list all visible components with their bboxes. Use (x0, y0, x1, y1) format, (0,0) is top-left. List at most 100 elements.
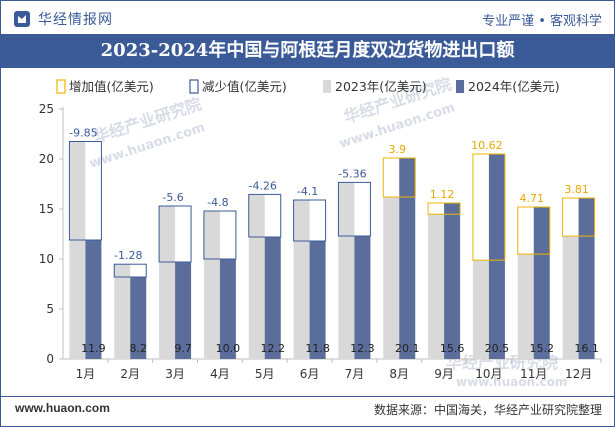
value-label-2024: 16.1 (574, 342, 599, 355)
slogan: 专业严谨 • 客观科学 (482, 14, 602, 29)
x-tick-label: 2月 (120, 367, 140, 381)
top-bar: 华经情报网 专业严谨 • 客观科学 (1, 1, 614, 34)
bar-2024 (399, 158, 416, 359)
difference-label: -4.26 (249, 179, 277, 192)
value-label-2024: 12.3 (350, 342, 375, 355)
bar-2024 (309, 241, 326, 359)
x-tick-label: 3月 (165, 367, 185, 381)
brand-logo-icon (14, 11, 30, 27)
y-tick-label: 0 (46, 352, 54, 366)
increase-box (562, 197, 596, 237)
value-label-2024: 11.8 (305, 342, 330, 355)
bar-2024 (578, 198, 595, 359)
x-tick-label: 4月 (210, 367, 230, 381)
difference-label: -5.36 (338, 167, 366, 180)
value-label-2024: 11.9 (81, 342, 106, 355)
bar-2023 (472, 260, 489, 359)
watermark-url: www.huaon.com (456, 375, 567, 389)
difference-label: 10.62 (471, 139, 503, 152)
legend-2023-swatch (323, 80, 331, 93)
increase-box (517, 206, 551, 255)
difference-label: -4.8 (207, 196, 228, 209)
x-tick-label: 8月 (389, 367, 409, 381)
x-tick-label: 1月 (76, 367, 96, 381)
bar-2023 (338, 182, 355, 359)
bar-2023 (203, 211, 220, 359)
bar-2023 (383, 197, 400, 359)
bar-2024 (175, 262, 192, 359)
chart-area: 华经产业研究院 www.huaon.com 华经产业研究院 www.huaon.… (39, 74, 602, 389)
value-label-2024: 8.2 (130, 342, 148, 355)
bar-layer: -9.85 11.9 -1.28 8.2 -5.6 9.7 -4.8 10.0 -4.26 12.… (68, 127, 599, 359)
chart-title: 2023-2024年中国与阿根廷月度双边货物进出口额 (100, 40, 515, 61)
y-tick-label: 20 (39, 152, 54, 166)
increase-box (472, 153, 506, 261)
x-tick-label: 11月 (520, 367, 547, 381)
x-tick-label: 6月 (300, 367, 320, 381)
bar-2023 (159, 206, 176, 359)
decrease-box (293, 199, 327, 242)
increase-box (427, 202, 461, 215)
difference-label: 1.12 (430, 188, 455, 201)
decrease-box (68, 141, 102, 241)
value-label-2024: 15.2 (530, 342, 555, 355)
x-tick-label: 5月 (255, 367, 275, 381)
legend-decrease-label: 减少值(亿美元) (202, 79, 287, 94)
bar-2024 (219, 259, 236, 359)
bar-2023 (428, 214, 445, 359)
value-label-2024: 10.0 (216, 342, 241, 355)
x-tick-label: 7月 (345, 367, 365, 381)
value-label-2024: 12.2 (261, 342, 286, 355)
bar-2024 (354, 236, 371, 359)
legend: 增加值(亿美元) 减少值(亿美元) 2023年(亿美元) 2024年(亿美元) (56, 79, 560, 94)
footer-divider (1, 396, 614, 397)
legend-2023-label: 2023年(亿美元) (335, 79, 427, 94)
axis-layer: 0 5 10 15 20 25 1月 2月 3月 4月 5月 6月 7月 8月 9月 10月 11月 12月 (39, 102, 602, 381)
decrease-box (203, 210, 237, 260)
bar-2024 (488, 154, 505, 359)
bar-2024 (85, 240, 102, 359)
value-label-2024: 20.5 (485, 342, 510, 355)
title-bar: 2023-2024年中国与阿根廷月度双边货物进出口额 (1, 34, 614, 68)
bar-2023 (248, 194, 265, 359)
decrease-box (248, 193, 282, 238)
x-tick-label: 12月 (565, 367, 592, 381)
y-tick-label: 25 (39, 102, 54, 116)
legend-increase-label: 增加值(亿美元) (69, 79, 154, 94)
bar-2024 (130, 277, 147, 359)
legend-2024-swatch (456, 80, 464, 93)
bar-2023 (562, 236, 579, 359)
difference-label: 4.71 (520, 192, 545, 205)
decrease-box (113, 263, 147, 278)
y-tick-label: 15 (39, 202, 54, 216)
footer-website: www.huaon.com (15, 401, 110, 415)
legend-decrease-swatch (189, 79, 199, 94)
bar-2024 (444, 203, 461, 359)
bar-2023 (69, 141, 86, 359)
difference-label: 3.81 (564, 183, 589, 196)
value-label-2024: 9.7 (174, 342, 192, 355)
brand-name: 华经情报网 (38, 12, 113, 28)
decrease-box (337, 181, 371, 237)
difference-label: -5.6 (162, 191, 183, 204)
increase-box (382, 157, 416, 198)
difference-label: 3.9 (389, 143, 407, 156)
bar-2024 (533, 207, 550, 359)
y-tick-label: 5 (46, 302, 54, 316)
x-tick-label: 9月 (434, 367, 454, 381)
decrease-box (158, 205, 192, 263)
legend-increase-swatch (56, 79, 66, 94)
difference-label: -9.85 (69, 127, 97, 140)
value-label-2024: 15.6 (440, 342, 465, 355)
bar-2023 (293, 200, 310, 359)
bar-2023 (114, 264, 131, 359)
value-label-2024: 20.1 (395, 342, 420, 355)
legend-2024-label: 2024年(亿美元) (468, 79, 560, 94)
difference-label: -4.1 (297, 185, 318, 198)
difference-label: -1.28 (114, 249, 142, 262)
footer-source: 数据来源：中国海关，华经产业研究院整理 (373, 403, 602, 417)
bar-2023 (517, 254, 534, 359)
x-tick-label: 10月 (475, 367, 502, 381)
bar-2024 (264, 237, 281, 359)
y-tick-label: 10 (39, 252, 54, 266)
